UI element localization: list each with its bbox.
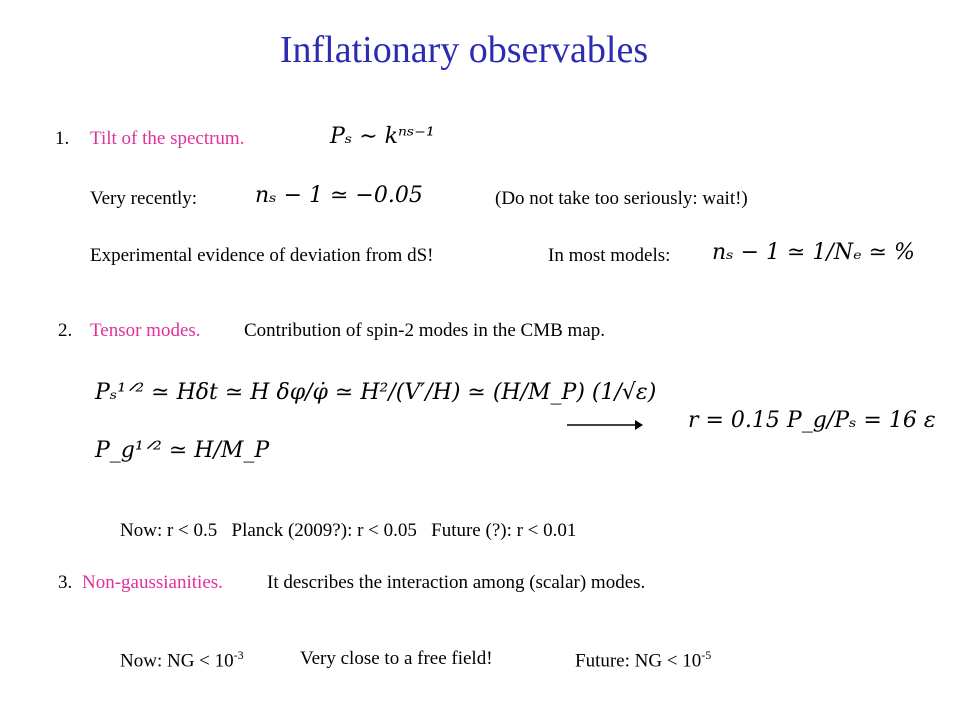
bound-text: Future: NG < 10 [575,650,702,672]
note: (Do not take too seriously: wait!) [495,188,748,209]
bound: Future: NG < 10-5 [575,648,711,672]
item-number: 1. [55,128,70,149]
slide-title: Inflationary observables [279,29,649,71]
item-heading: Tilt of the spectrum. [90,128,245,149]
item-text: It describes the interaction among (scal… [267,572,646,593]
bound-text: Now: NG < 10 [120,650,234,672]
item-text: Contribution of spin-2 modes in the CMB … [244,320,605,341]
label: Experimental evidence of deviation from … [90,245,434,266]
item-heading: Non-gaussianities. [82,572,223,593]
formula: Pₛ ∼ kⁿˢ⁻¹ [330,124,435,149]
item-heading: Tensor modes. [90,320,201,341]
formula: nₛ − 1 ≃ 1/Nₑ ≃ % [712,240,915,265]
exponent: -3 [233,648,244,662]
label: Very recently: [90,188,198,209]
bounds: Now: r < 0.5 Planck (2009?): r < 0.05 Fu… [120,520,577,541]
arrow [567,420,643,430]
formula: P_g¹ᐟ² ≃ H/M_P [95,438,270,463]
item-number: 3. [58,572,73,593]
formula: nₛ − 1 ≃ −0.05 [255,183,423,208]
exponent: -5 [701,648,712,662]
item-number: 2. [58,320,73,341]
bound: Very close to a free field! [300,648,493,669]
formula: Pₛ¹ᐟ² ≃ Hδt ≃ H δφ/φ̇ ≃ H²/(V′/H) ≃ (H/M… [95,380,657,405]
label: In most models: [548,245,671,266]
bound: Now: NG < 10-3 [120,648,244,672]
formula: r = 0.15 P_g/Pₛ = 16 ε [688,408,936,433]
